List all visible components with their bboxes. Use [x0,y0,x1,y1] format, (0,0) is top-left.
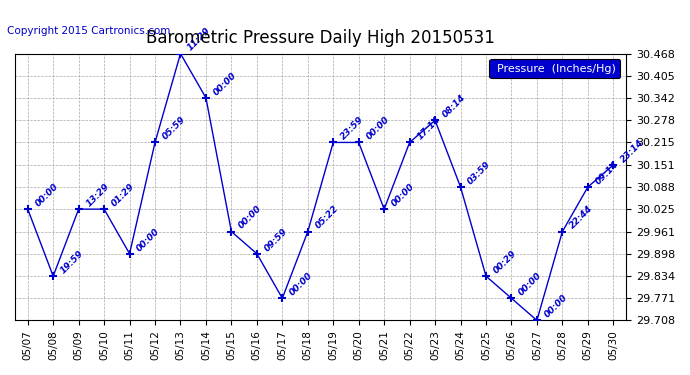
Legend: Pressure  (Inches/Hg): Pressure (Inches/Hg) [489,59,620,78]
Text: 00:00: 00:00 [542,293,569,320]
Text: 00:00: 00:00 [364,115,391,142]
Text: 00:00: 00:00 [517,271,544,297]
Text: 08:14: 08:14 [441,93,467,120]
Title: Barometric Pressure Daily High 20150531: Barometric Pressure Daily High 20150531 [146,28,495,46]
Text: 09:14: 09:14 [593,160,620,186]
Text: 19:59: 19:59 [59,249,86,275]
Text: 11:29: 11:29 [186,26,213,53]
Text: 13:29: 13:29 [84,182,111,209]
Text: 23:59: 23:59 [339,115,366,142]
Text: 01:29: 01:29 [110,182,136,209]
Text: 22:44: 22:44 [568,204,595,231]
Text: 00:00: 00:00 [288,271,315,297]
Text: 00:00: 00:00 [237,204,264,231]
Text: 09:59: 09:59 [262,226,289,253]
Text: 23:14: 23:14 [619,138,645,164]
Text: 17:14: 17:14 [415,115,442,142]
Text: 05:59: 05:59 [161,115,187,142]
Text: 00:29: 00:29 [491,249,518,275]
Text: 03:59: 03:59 [466,160,493,186]
Text: 00:00: 00:00 [33,182,60,209]
Text: 05:22: 05:22 [313,204,340,231]
Text: 00:00: 00:00 [390,182,416,209]
Text: Copyright 2015 Cartronics.com: Copyright 2015 Cartronics.com [7,26,170,36]
Text: 00:00: 00:00 [135,226,161,253]
Text: 00:00: 00:00 [212,70,238,97]
